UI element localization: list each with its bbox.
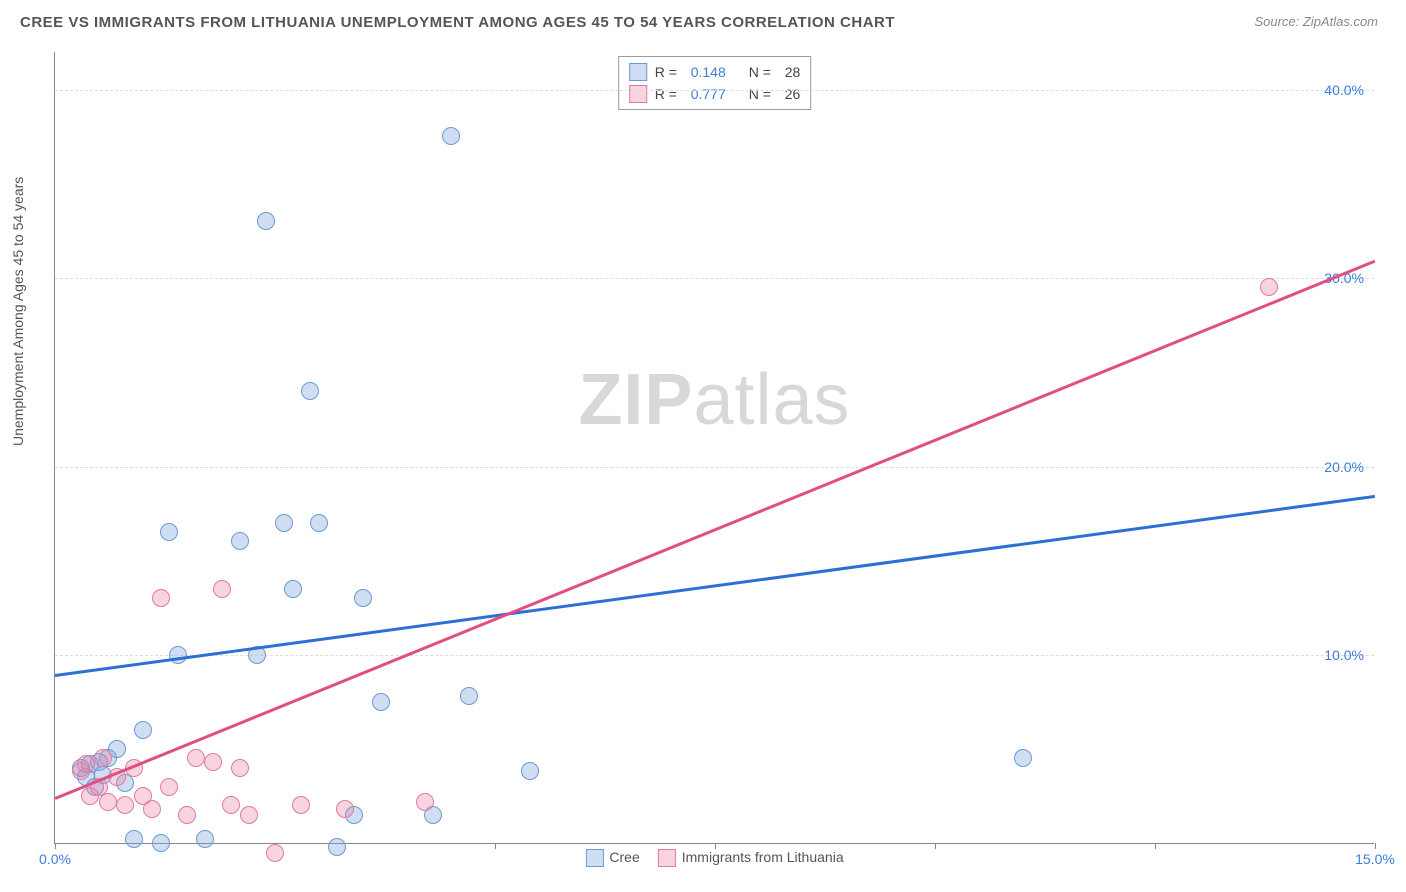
scatter-plot-area: ZIPatlas R = 0.148 N = 28 R = 0.777 N = … [54,52,1374,844]
data-point [521,762,539,780]
data-point [292,796,310,814]
legend-r-label: R = [655,64,683,80]
legend-item-lithuania: Immigrants from Lithuania [658,849,844,867]
data-point [94,749,112,767]
data-point [257,212,275,230]
data-point [222,796,240,814]
data-point [275,514,293,532]
gridline [55,90,1374,91]
legend-r-label: R = [655,86,683,102]
data-point [143,800,161,818]
data-point [152,834,170,852]
data-point [1014,749,1032,767]
x-tick-mark [495,843,496,849]
x-tick-mark [715,843,716,849]
y-tick-label: 10.0% [1324,647,1364,663]
legend-item-cree: Cree [585,849,639,867]
legend-swatch-lithuania-icon [658,849,676,867]
y-tick-label: 20.0% [1324,459,1364,475]
legend-label-cree: Cree [609,849,639,865]
x-tick-label: 0.0% [39,851,71,867]
data-point [1260,278,1278,296]
data-point [160,523,178,541]
gridline [55,278,1374,279]
data-point [169,646,187,664]
trend-line [55,260,1376,800]
legend-label-lithuania: Immigrants from Lithuania [682,849,844,865]
data-point [178,806,196,824]
data-point [152,589,170,607]
data-point [354,589,372,607]
legend-swatch-lithuania [629,85,647,103]
data-point [125,830,143,848]
x-tick-mark [1155,843,1156,849]
legend-r-value-cree: 0.148 [691,64,741,80]
legend-swatch-cree-icon [585,849,603,867]
legend-row-cree: R = 0.148 N = 28 [629,61,801,83]
data-point [442,127,460,145]
watermark-light: atlas [693,360,850,440]
chart-title: CREE VS IMMIGRANTS FROM LITHUANIA UNEMPL… [20,14,895,31]
data-point [99,793,117,811]
legend-series: Cree Immigrants from Lithuania [585,849,843,867]
x-tick-mark [55,843,56,849]
x-tick-label: 15.0% [1355,851,1395,867]
gridline [55,467,1374,468]
data-point [310,514,328,532]
data-point [187,749,205,767]
legend-n-label: N = [749,64,777,80]
legend-n-value-cree: 28 [785,64,801,80]
data-point [196,830,214,848]
data-point [204,753,222,771]
data-point [160,778,178,796]
legend-correlation: R = 0.148 N = 28 R = 0.777 N = 26 [618,56,812,110]
data-point [240,806,258,824]
data-point [213,580,231,598]
y-axis-label: Unemployment Among Ages 45 to 54 years [10,177,26,446]
watermark: ZIPatlas [578,359,850,441]
data-point [301,382,319,400]
legend-n-value-lithuania: 26 [785,86,801,102]
data-point [116,796,134,814]
data-point [328,838,346,856]
legend-n-label: N = [749,86,777,102]
data-point [266,844,284,862]
y-tick-label: 40.0% [1324,82,1364,98]
x-tick-mark [935,843,936,849]
watermark-bold: ZIP [578,360,693,440]
x-tick-mark [1375,843,1376,849]
data-point [372,693,390,711]
data-point [284,580,302,598]
data-point [460,687,478,705]
data-point [336,800,354,818]
data-point [231,532,249,550]
data-point [416,793,434,811]
data-point [134,721,152,739]
legend-r-value-lithuania: 0.777 [691,86,741,102]
legend-row-lithuania: R = 0.777 N = 26 [629,83,801,105]
trend-line [55,495,1375,677]
source-label: Source: ZipAtlas.com [1254,14,1378,29]
legend-swatch-cree [629,63,647,81]
data-point [231,759,249,777]
data-point [77,755,95,773]
